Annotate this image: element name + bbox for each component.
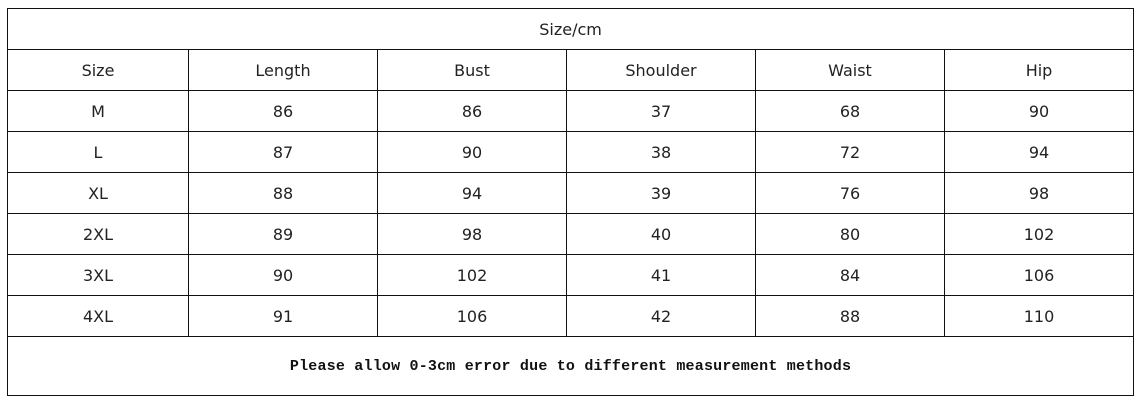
table-cell: 68 — [755, 90, 945, 132]
table-cell: 38 — [566, 131, 756, 173]
table-cell: 4XL — [7, 295, 189, 337]
column-header: Hip — [943, 49, 1135, 91]
table-cell: 94 — [377, 172, 567, 214]
table-cell: 37 — [566, 90, 756, 132]
table-cell: 72 — [755, 131, 945, 173]
table-cell: 76 — [755, 172, 945, 214]
column-header: Length — [188, 49, 378, 91]
table-row: L 87 90 38 72 94 — [7, 131, 1135, 173]
table-cell: M — [7, 90, 189, 132]
table-cell: 90 — [188, 254, 378, 296]
table-cell: 41 — [566, 254, 756, 296]
table-cell: 106 — [943, 254, 1135, 296]
table-cell: 98 — [943, 172, 1135, 214]
table-cell: L — [7, 131, 189, 173]
table-cell: 39 — [566, 172, 756, 214]
table-cell: 2XL — [7, 213, 189, 255]
table-cell: 88 — [755, 295, 945, 337]
table-cell: 88 — [188, 172, 378, 214]
table-row: 2XL 89 98 40 80 102 — [7, 213, 1135, 255]
column-header: Bust — [377, 49, 567, 91]
table-cell: 87 — [188, 131, 378, 173]
column-header: Waist — [755, 49, 945, 91]
table-cell: 91 — [188, 295, 378, 337]
table-cell: 3XL — [7, 254, 189, 296]
table-cell: 89 — [188, 213, 378, 255]
size-chart-table: Size/cm Size Length Bust Shoulder Waist Hip M 8… — [6, 8, 1135, 396]
table-cell: 90 — [943, 90, 1135, 132]
measurement-note: Please allow 0-3cm error due to differen… — [6, 336, 1135, 396]
table-title: Size/cm — [6, 8, 1135, 50]
column-header: Shoulder — [566, 49, 756, 91]
table-cell: 102 — [377, 254, 567, 296]
table-row: 4XL 91 106 42 88 110 — [7, 295, 1135, 337]
table-cell: 98 — [377, 213, 567, 255]
table-cell: 80 — [755, 213, 945, 255]
table-cell: 94 — [943, 131, 1135, 173]
table-row: XL 88 94 39 76 98 — [7, 172, 1135, 214]
table-cell: 84 — [755, 254, 945, 296]
table-cell: 40 — [566, 213, 756, 255]
table-row: 3XL 90 102 41 84 106 — [7, 254, 1135, 296]
header-row: Size Length Bust Shoulder Waist Hip — [7, 49, 1135, 91]
table-cell: 86 — [188, 90, 378, 132]
table-cell: 42 — [566, 295, 756, 337]
table-cell: 86 — [377, 90, 567, 132]
column-header: Size — [7, 49, 189, 91]
table-cell: 106 — [377, 295, 567, 337]
table-cell: XL — [7, 172, 189, 214]
table-cell: 90 — [377, 131, 567, 173]
note-row: Please allow 0-3cm error due to differen… — [6, 336, 1135, 396]
table-cell: 110 — [943, 295, 1135, 337]
table-row: M 86 86 37 68 90 — [7, 90, 1135, 132]
table-cell: 102 — [943, 213, 1135, 255]
title-row: Size/cm — [6, 8, 1135, 50]
